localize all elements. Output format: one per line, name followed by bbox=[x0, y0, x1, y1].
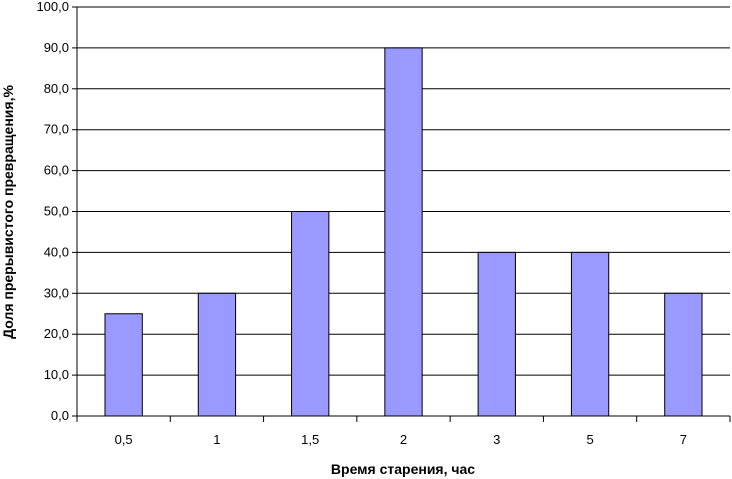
y-tick-label: 100,0 bbox=[36, 0, 69, 14]
y-tick-label: 90,0 bbox=[44, 40, 69, 55]
bar bbox=[291, 211, 330, 417]
y-tick-label: 70,0 bbox=[44, 122, 69, 137]
bars bbox=[104, 47, 703, 417]
y-tick-label: 80,0 bbox=[44, 81, 69, 96]
x-tick-labels: 0,5 1 1,5 2 3 5 7 bbox=[115, 432, 687, 447]
bar bbox=[570, 251, 610, 417]
x-tick-label: 7 bbox=[680, 432, 687, 447]
y-tick-label: 10,0 bbox=[44, 367, 69, 382]
bar bbox=[664, 292, 703, 417]
bar bbox=[477, 251, 516, 417]
y-tick-labels: 0,0 10,0 20,0 30,0 40,0 50,0 60,0 70,0 80,0 90,0 1… bbox=[36, 0, 69, 423]
y-axis-title: Доля прерывистого превращения,% bbox=[0, 85, 16, 339]
x-tick-label: 2 bbox=[400, 432, 407, 447]
y-tick-label: 60,0 bbox=[44, 163, 69, 178]
x-tick-label: 3 bbox=[493, 432, 500, 447]
x-tick-label: 1,5 bbox=[301, 432, 319, 447]
y-tick-label: 30,0 bbox=[44, 285, 69, 300]
y-tick-label: 0,0 bbox=[51, 408, 69, 423]
y-tick-label: 40,0 bbox=[44, 244, 69, 259]
y-tick-label: 50,0 bbox=[44, 204, 69, 219]
bar bbox=[197, 292, 237, 417]
axes bbox=[72, 6, 731, 422]
x-tick-label: 5 bbox=[586, 432, 593, 447]
x-tick-label: 0,5 bbox=[115, 432, 133, 447]
bar bbox=[384, 47, 423, 417]
y-tick-label: 20,0 bbox=[44, 326, 69, 341]
bar bbox=[104, 313, 143, 417]
x-axis-title: Время старения, час bbox=[331, 461, 475, 477]
x-tick-label: 1 bbox=[213, 432, 220, 447]
